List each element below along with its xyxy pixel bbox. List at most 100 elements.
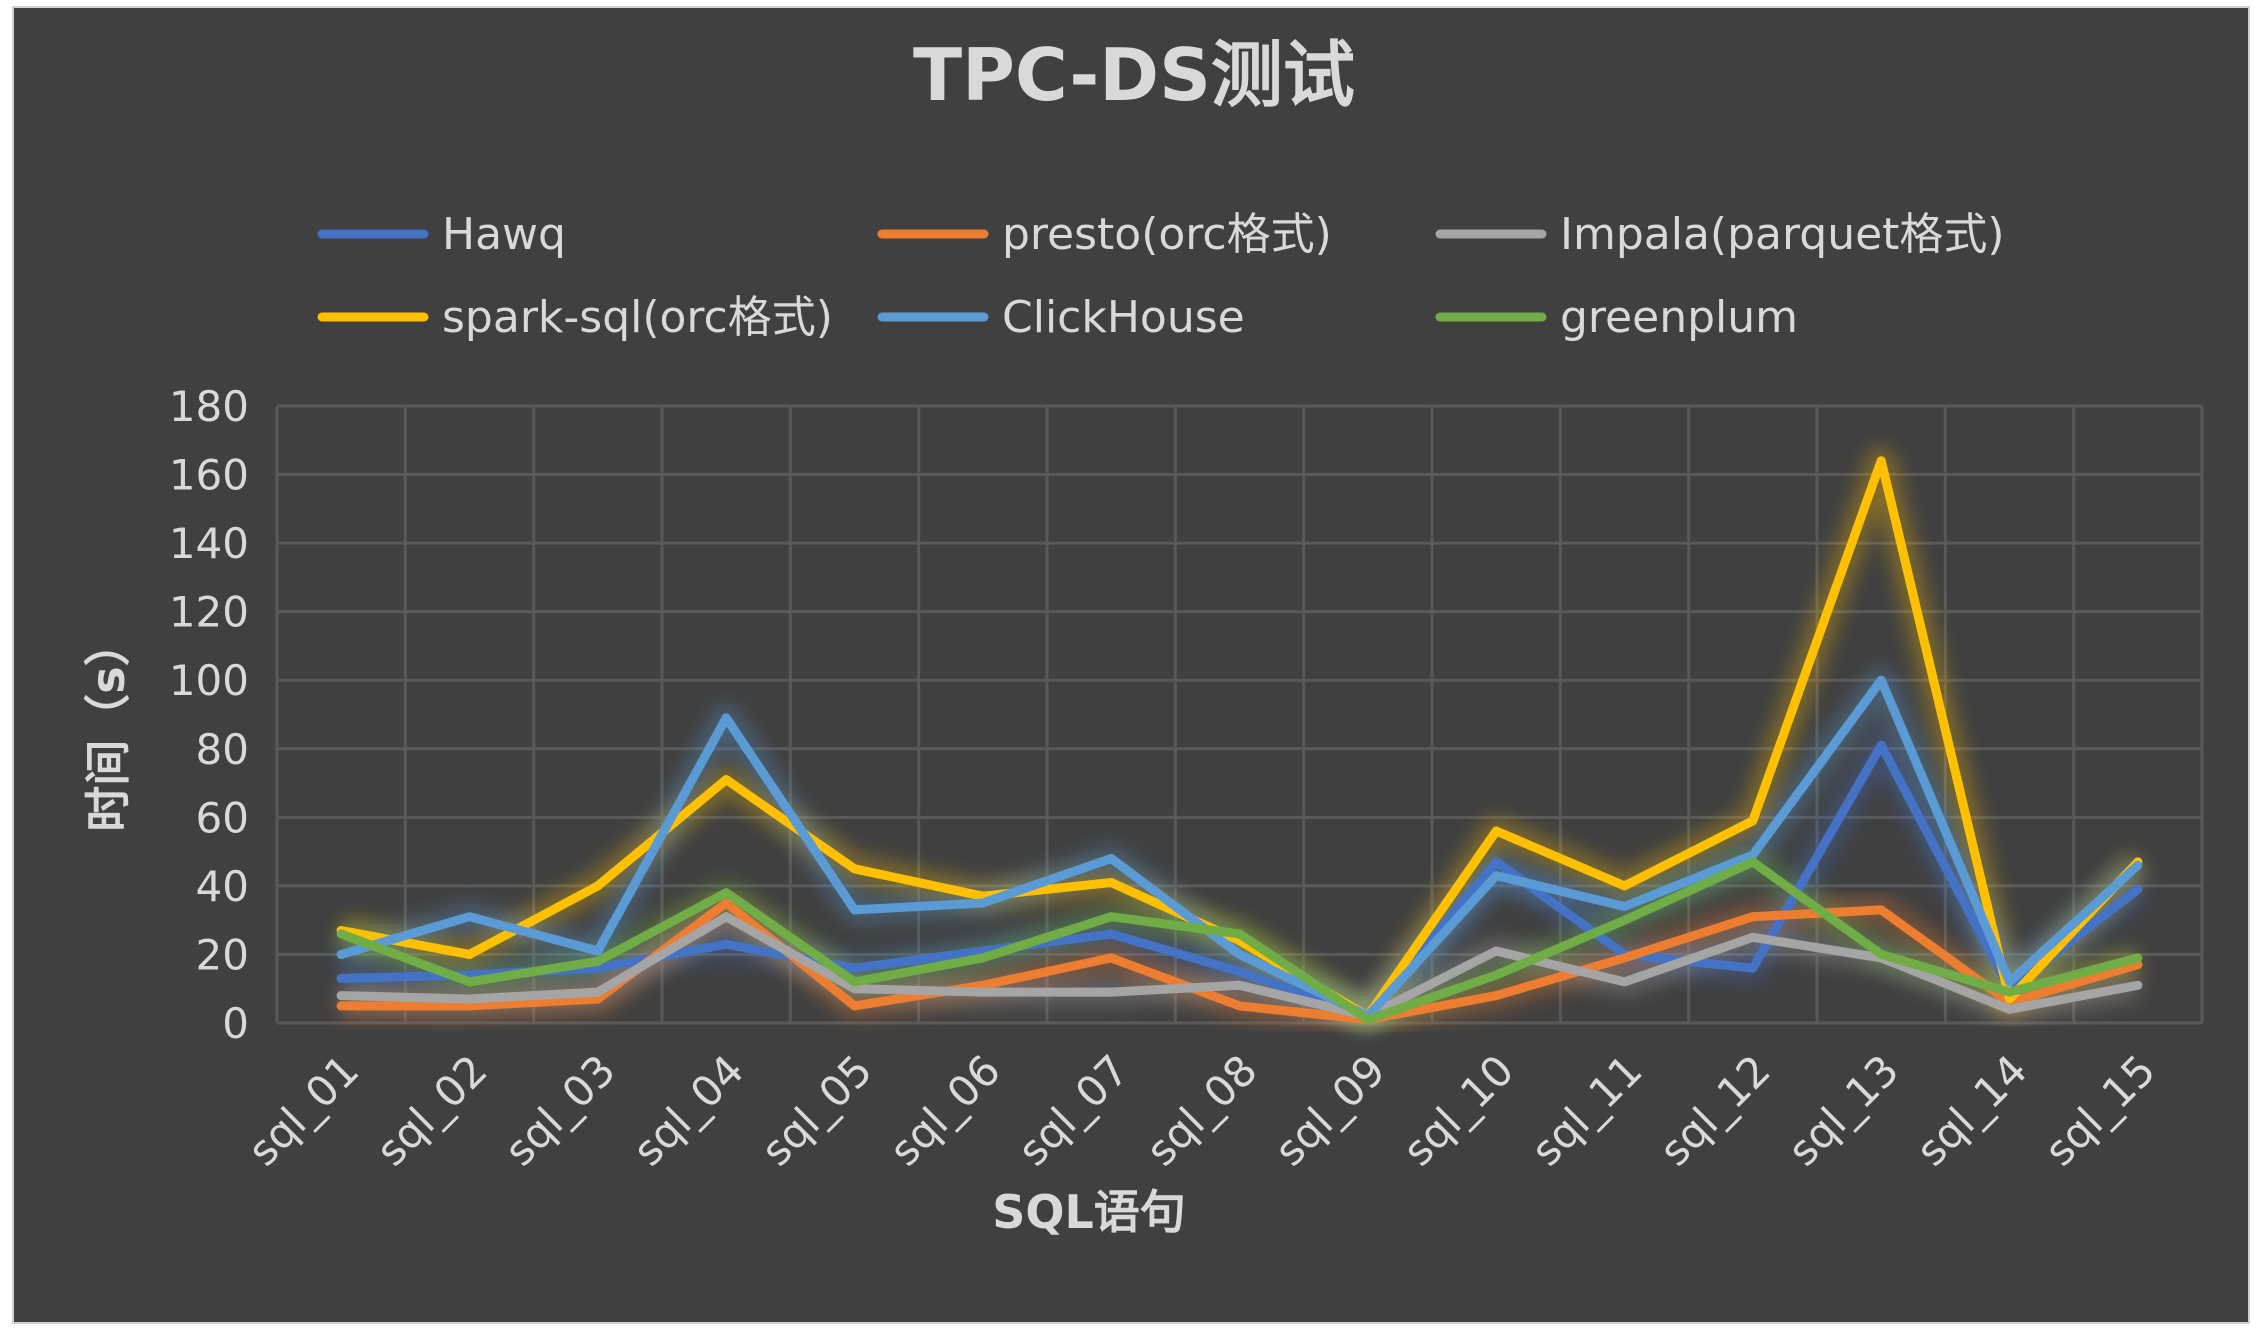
x-tick-label: sql_12: [1650, 1045, 1780, 1175]
data-point: [1235, 929, 1244, 939]
data-point: [850, 977, 859, 987]
data-point: [850, 864, 859, 874]
x-tick-label: sql_01: [238, 1045, 368, 1175]
legend-item: spark-sql(orc格式): [317, 292, 833, 343]
data-point: [593, 987, 603, 997]
series-lines: [336, 456, 2143, 1025]
data-point: [978, 953, 988, 963]
data-point: [465, 1001, 474, 1011]
data-point: [1620, 977, 1629, 987]
data-point: [2005, 987, 2014, 997]
data-point: [1748, 932, 1758, 942]
x-tick-label: sql_13: [1778, 1045, 1908, 1175]
legend-item: ClickHouse: [877, 292, 1245, 343]
x-tick-label: sql_02: [367, 1045, 497, 1175]
y-tick-label: 20: [196, 930, 249, 979]
data-point: [1491, 857, 1501, 867]
legend-item: Hawq: [317, 209, 566, 260]
data-point: [1491, 826, 1501, 836]
y-tick-label: 160: [169, 451, 249, 500]
data-point: [2005, 1004, 2014, 1014]
y-tick-label: 180: [169, 382, 249, 431]
data-point: [1491, 991, 1501, 1001]
data-point: [336, 1001, 346, 1011]
data-point: [850, 1001, 859, 1011]
data-point: [1748, 850, 1758, 860]
data-point: [465, 949, 474, 959]
data-point: [1876, 740, 1886, 750]
x-tick-label: sql_05: [752, 1045, 882, 1175]
data-point: [850, 963, 859, 973]
data-point: [1876, 949, 1886, 959]
y-tick-label: 80: [196, 725, 249, 774]
y-tick-label: 0: [222, 999, 249, 1048]
data-point: [850, 984, 859, 994]
x-tick-label: sql_08: [1137, 1045, 1267, 1175]
data-point: [721, 939, 731, 949]
gridlines: [275, 404, 2204, 1025]
data-point: [1748, 963, 1758, 973]
data-point: [2133, 953, 2143, 963]
data-point: [1748, 816, 1758, 826]
data-point: [1620, 881, 1629, 891]
chart-container: TPC-DS测试 Hawq presto(orc格式) Impala(parquet…: [12, 6, 2250, 1324]
legend: Hawq presto(orc格式) Impala(parquet格式) spark-…: [317, 209, 2005, 343]
data-point: [465, 994, 474, 1004]
legend-label: presto(orc格式): [1002, 209, 1332, 260]
legend-label: Impala(parquet格式): [1560, 209, 2005, 260]
data-point: [1106, 853, 1116, 863]
data-point: [2005, 994, 2014, 1004]
data-point: [1620, 915, 1629, 925]
data-point: [593, 946, 603, 956]
x-tick-label: sql_07: [1008, 1045, 1138, 1175]
y-axis-ticks: 0 20 40 60 80 100 120 140 160 180: [169, 382, 249, 1048]
y-tick-label: 60: [196, 793, 249, 842]
y-tick-label: 120: [169, 588, 249, 637]
y-axis-title: 时间（s）: [81, 620, 135, 831]
data-point: [1106, 953, 1116, 963]
data-point: [1106, 987, 1116, 997]
data-point: [850, 905, 859, 915]
legend-label: Hawq: [442, 209, 566, 260]
data-point: [1491, 970, 1501, 980]
legend-label: spark-sql(orc格式): [442, 292, 833, 343]
data-point: [336, 949, 346, 959]
data-point: [336, 991, 346, 1001]
data-point: [336, 973, 346, 983]
legend-label: ClickHouse: [1002, 292, 1245, 343]
data-point: [978, 898, 988, 908]
data-point: [2133, 860, 2143, 870]
data-point: [1106, 877, 1116, 887]
data-point: [721, 713, 731, 723]
chart-title: TPC-DS测试: [913, 33, 1355, 117]
data-point: [1235, 949, 1244, 959]
data-point: [1363, 1015, 1373, 1025]
data-point: [465, 977, 474, 987]
data-point: [2133, 884, 2143, 894]
y-tick-label: 140: [169, 519, 249, 568]
x-tick-label: sql_09: [1265, 1045, 1395, 1175]
x-tick-label: sql_10: [1393, 1045, 1523, 1175]
data-point: [1491, 871, 1501, 881]
data-point: [1620, 953, 1629, 963]
data-point: [721, 912, 731, 922]
data-point: [1748, 912, 1758, 922]
data-point: [593, 881, 603, 891]
x-axis-ticks: sql_01sql_02sql_03sql_04sql_05sql_06sql_…: [238, 1045, 2165, 1175]
data-point: [465, 912, 474, 922]
data-point: [721, 898, 731, 908]
data-point: [2133, 980, 2143, 990]
data-point: [1235, 980, 1244, 990]
data-point: [2005, 977, 2014, 987]
x-tick-label: sql_14: [1907, 1045, 2037, 1175]
data-point: [978, 987, 988, 997]
x-tick-label: sql_11: [1522, 1045, 1652, 1175]
x-tick-label: sql_03: [495, 1045, 625, 1175]
data-point: [336, 929, 346, 939]
data-point: [1491, 946, 1501, 956]
legend-item: presto(orc格式): [877, 209, 1332, 260]
data-point: [1876, 675, 1886, 685]
data-point: [1106, 912, 1116, 922]
x-axis-title: SQL语句: [992, 1185, 1186, 1239]
data-point: [1876, 456, 1886, 466]
